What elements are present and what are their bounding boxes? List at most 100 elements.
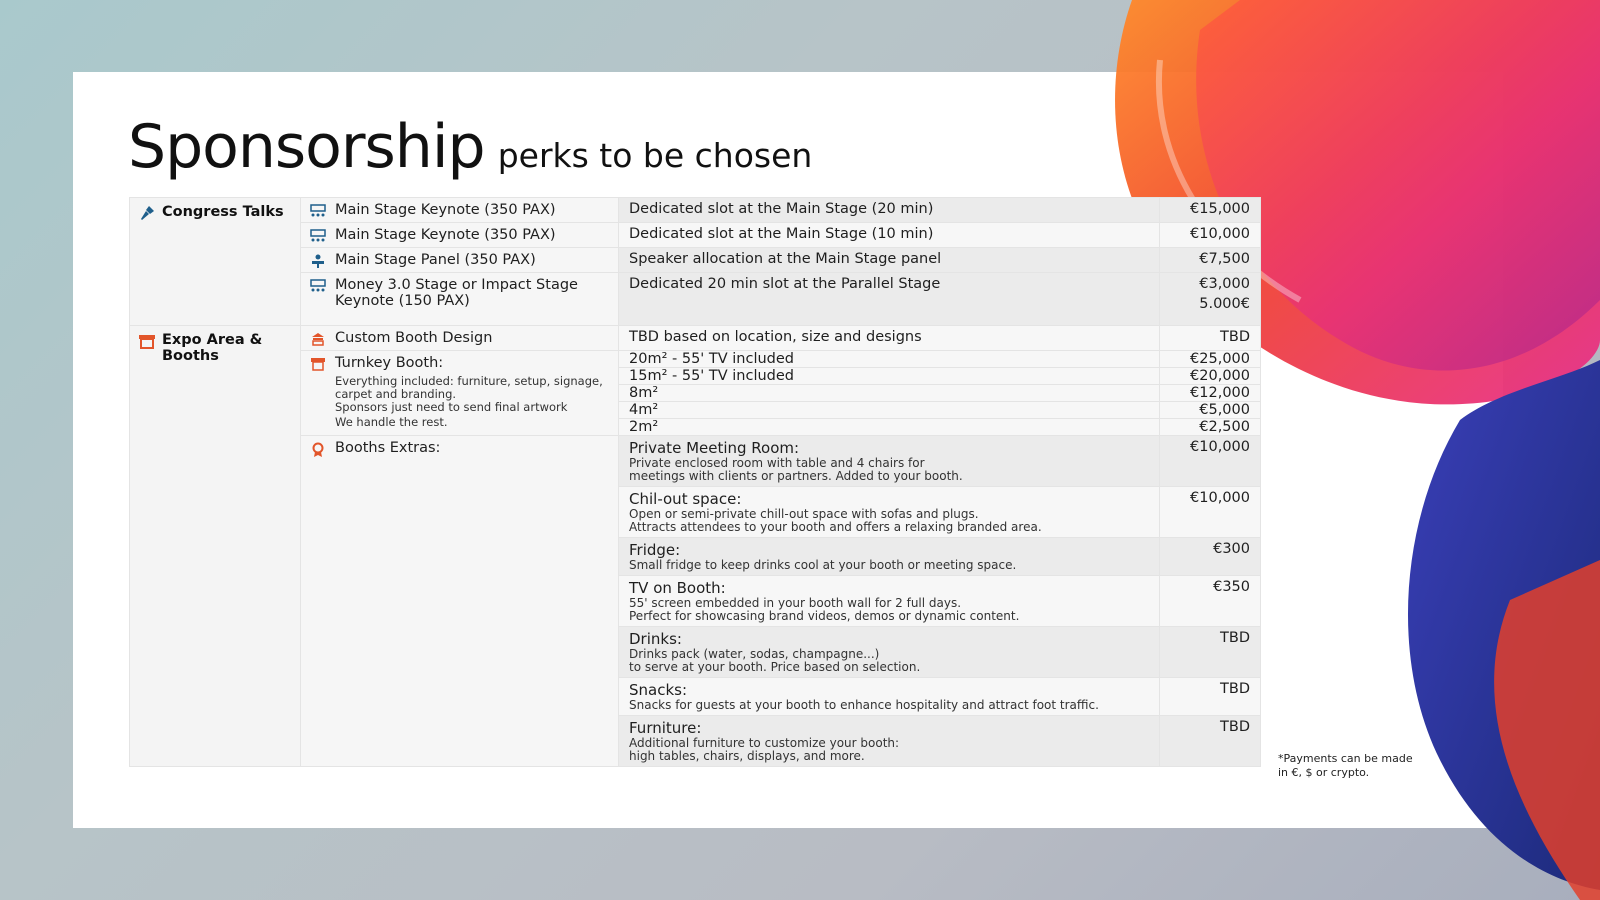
item-price: €350 [1159, 575, 1261, 627]
item-price: €10,000 [1159, 222, 1261, 248]
item-description: 4m² [618, 401, 1160, 419]
item-price-group: €3,000 5.000€ [1159, 272, 1261, 326]
stage-icon [309, 202, 327, 218]
title-sub: perks to be chosen [497, 136, 813, 175]
extra-detail: Attracts attendees to your booth and off… [629, 520, 1042, 534]
item-description: TBD based on location, size and designs [618, 325, 1160, 351]
list-item: Turnkey Booth: Everything included: furn… [300, 350, 619, 436]
table-row: Drinks: Drinks pack (water, sodas, champ… [130, 626, 1261, 678]
item-note: Everything included: furniture, setup, s… [335, 374, 603, 401]
extra-detail: Perfect for showcasing brand videos, dem… [629, 609, 1020, 623]
extra-detail: high tables, chairs, displays, and more. [629, 749, 865, 763]
extra-detail: Open or semi-private chill-out space wit… [629, 507, 979, 521]
booth-icon [138, 332, 156, 354]
extra-detail: Private enclosed room with table and 4 c… [629, 456, 925, 470]
microphone-icon [138, 204, 156, 226]
item-note: Sponsors just need to send final artwork [335, 400, 568, 414]
item-label: Money 3.0 Stage or Impact Stage Keynote … [335, 277, 578, 309]
item-description: Furniture: Additional furniture to custo… [618, 715, 1160, 767]
item-price: €3,000 [1199, 276, 1250, 292]
list-item: Custom Booth Design [300, 325, 619, 351]
table-row: 15m² - 55' TV included €20,000 [130, 367, 1261, 385]
page-title: Sponsorship perks to be chosen [128, 112, 812, 182]
extra-detail: 55' screen embedded in your booth wall f… [629, 596, 962, 610]
item-price-alt: 5.000€ [1199, 296, 1250, 312]
item-label: Main Stage Panel (350 PAX) [335, 252, 536, 268]
item-description: Dedicated 20 min slot at the Parallel St… [618, 272, 1160, 326]
item-description: 8m² [618, 384, 1160, 402]
item-description: Drinks: Drinks pack (water, sodas, champ… [618, 626, 1160, 678]
list-item: Booths Extras: [300, 435, 619, 767]
item-price: €15,000 [1159, 197, 1261, 223]
extra-title: Snacks: [629, 681, 688, 699]
category-label: Congress Talks [162, 204, 284, 220]
table-row: Chil-out space: Open or semi-private chi… [130, 486, 1261, 538]
table-row: Booths Extras: Private Meeting Room: Pri… [130, 435, 1261, 767]
item-price: TBD [1159, 677, 1261, 716]
table-row: Fridge: Small fridge to keep drinks cool… [130, 537, 1261, 576]
stage-icon [309, 277, 327, 293]
item-price: €25,000 [1159, 350, 1261, 368]
extra-title: Drinks: [629, 630, 682, 648]
item-price: €10,000 [1159, 486, 1261, 538]
extra-title: TV on Booth: [629, 579, 726, 597]
extra-detail: meetings with clients or partners. Added… [629, 469, 963, 483]
item-price: €2,500 [1159, 418, 1261, 436]
category-expo-booths: Expo Area & Booths [129, 325, 301, 767]
category-label: Expo Area & Booths [162, 332, 263, 364]
list-item: Main Stage Panel (350 PAX) [300, 247, 619, 273]
panel-icon [309, 252, 327, 268]
sponsorship-table: Congress Talks Main Stage Keynote (350 P… [129, 197, 1261, 767]
extra-title: Chil-out space: [629, 490, 742, 508]
extra-title: Private Meeting Room: [629, 439, 800, 457]
table-row: TV on Booth: 55' screen embedded in your… [130, 575, 1261, 627]
table-row: Furniture: Additional furniture to custo… [130, 715, 1261, 767]
item-price: €12,000 [1159, 384, 1261, 402]
category-congress-talks: Congress Talks [129, 197, 301, 326]
item-label: Main Stage Keynote (350 PAX) [335, 202, 556, 218]
item-price: TBD [1159, 325, 1261, 351]
list-item: Money 3.0 Stage or Impact Stage Keynote … [300, 272, 619, 326]
table-row: Money 3.0 Stage or Impact Stage Keynote … [130, 272, 1261, 326]
item-description: Private Meeting Room: Private enclosed r… [618, 435, 1160, 487]
item-price: €7,500 [1159, 247, 1261, 273]
extra-detail: Small fridge to keep drinks cool at your… [629, 558, 1017, 572]
item-description: Speaker allocation at the Main Stage pan… [618, 247, 1160, 273]
item-price: €20,000 [1159, 367, 1261, 385]
item-description: Dedicated slot at the Main Stage (10 min… [618, 222, 1160, 248]
table-row: Expo Area & Booths Custom Booth Design T… [129, 325, 1261, 767]
booth-icon [309, 355, 327, 371]
item-description: 20m² - 55' TV included [618, 350, 1160, 368]
item-price: €5,000 [1159, 401, 1261, 419]
item-description: TV on Booth: 55' screen embedded in your… [618, 575, 1160, 627]
table-row: Congress Talks Main Stage Keynote (350 P… [129, 197, 1261, 326]
item-label: Main Stage Keynote (350 PAX) [335, 227, 556, 243]
list-item: Main Stage Keynote (350 PAX) [300, 197, 619, 223]
booth-design-icon [309, 330, 327, 346]
list-item: Main Stage Keynote (350 PAX) [300, 222, 619, 248]
extra-detail: Additional furniture to customize your b… [629, 736, 900, 750]
title-main: Sponsorship [128, 112, 486, 182]
table-row: Turnkey Booth: Everything included: furn… [130, 350, 1261, 436]
extra-detail: Snacks for guests at your booth to enhan… [629, 698, 1099, 712]
badge-icon [309, 440, 327, 458]
extra-title: Furniture: [629, 719, 702, 737]
item-label: Custom Booth Design [335, 330, 493, 346]
item-note: We handle the rest. [335, 415, 448, 429]
payment-footnote: *Payments can be made in €, $ or crypto. [1278, 752, 1413, 779]
extra-detail: Drinks pack (water, sodas, champagne...) [629, 647, 880, 661]
table-row: Main Stage Keynote (350 PAX) Dedicated s… [130, 222, 1261, 248]
item-price: TBD [1159, 626, 1261, 678]
item-description: 2m² [618, 418, 1160, 436]
extra-title: Fridge: [629, 541, 681, 559]
item-description: Fridge: Small fridge to keep drinks cool… [618, 537, 1160, 576]
table-row: 4m² €5,000 [130, 401, 1261, 419]
item-label: Booths Extras: [335, 440, 441, 456]
stage-icon [309, 227, 327, 243]
extra-detail: to serve at your booth. Price based on s… [629, 660, 921, 674]
item-description: Chil-out space: Open or semi-private chi… [618, 486, 1160, 538]
item-description: Dedicated slot at the Main Stage (20 min… [618, 197, 1160, 223]
item-price: €300 [1159, 537, 1261, 576]
table-row: 2m² €2,500 [130, 418, 1261, 436]
table-row: Main Stage Panel (350 PAX) Speaker alloc… [130, 247, 1261, 273]
